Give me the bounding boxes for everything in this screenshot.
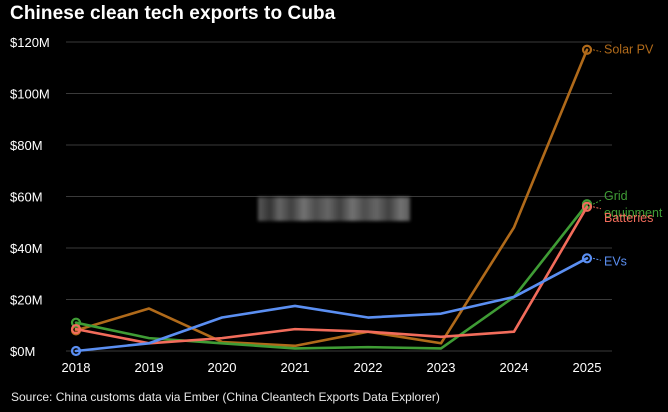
label-leader-grid-equipment [592,199,602,205]
label-leader-solar-pv [592,49,602,53]
series-line-grid-equipment [74,202,589,350]
y-tick-label: $100M [10,87,50,102]
series-line-evs [74,256,589,353]
start-marker-grid-equipment [70,317,82,328]
series-label-evs: EVs [604,254,627,268]
x-tick-label: 2019 [135,360,164,375]
blurred-watermark [258,197,410,221]
x-tick-label: 2024 [500,360,529,375]
y-tick-label: $80M [10,138,43,153]
chart-title: Chinese clean tech exports to Cuba [10,3,336,24]
label-leader-batteries [592,206,602,210]
x-tick-label: 2018 [62,360,91,375]
series-line-solar-pv [74,48,589,348]
series-label-batteries: Batteries [604,211,653,225]
x-tick-label: 2020 [208,360,237,375]
x-tick-label: 2022 [354,360,383,375]
start-marker-evs [70,345,82,357]
x-tick-label: 2021 [281,360,310,375]
x-tick-label: 2023 [427,360,456,375]
series-label-solar-pv: Solar PV [604,43,654,57]
y-tick-label: $0M [10,344,35,359]
end-marker-batteries [581,201,593,212]
y-axis-ticks: $0M $20M $40M $60M $80M $100M $120M [10,35,50,359]
y-tick-label: $60M [10,190,43,205]
label-leader-evs [592,257,602,261]
x-tick-label: 2025 [573,360,602,375]
start-marker-batteries [70,324,82,335]
series-label-grid-equipment: Grid [604,189,628,203]
end-marker-solar-pv [581,44,593,55]
source-note: Source: China customs data via Ember (Ch… [11,390,440,404]
gridlines [66,41,612,352]
series-line-batteries [74,205,589,345]
end-marker-evs [581,253,593,264]
y-tick-label: $20M [10,293,43,308]
y-tick-label: $40M [10,241,43,256]
y-tick-label: $120M [10,35,50,50]
x-axis-ticks: 2018 2019 2020 2021 2022 2023 2024 2025 [62,360,602,375]
series-lines [70,44,593,357]
series-label-grid-equipment: equipment [604,206,663,220]
